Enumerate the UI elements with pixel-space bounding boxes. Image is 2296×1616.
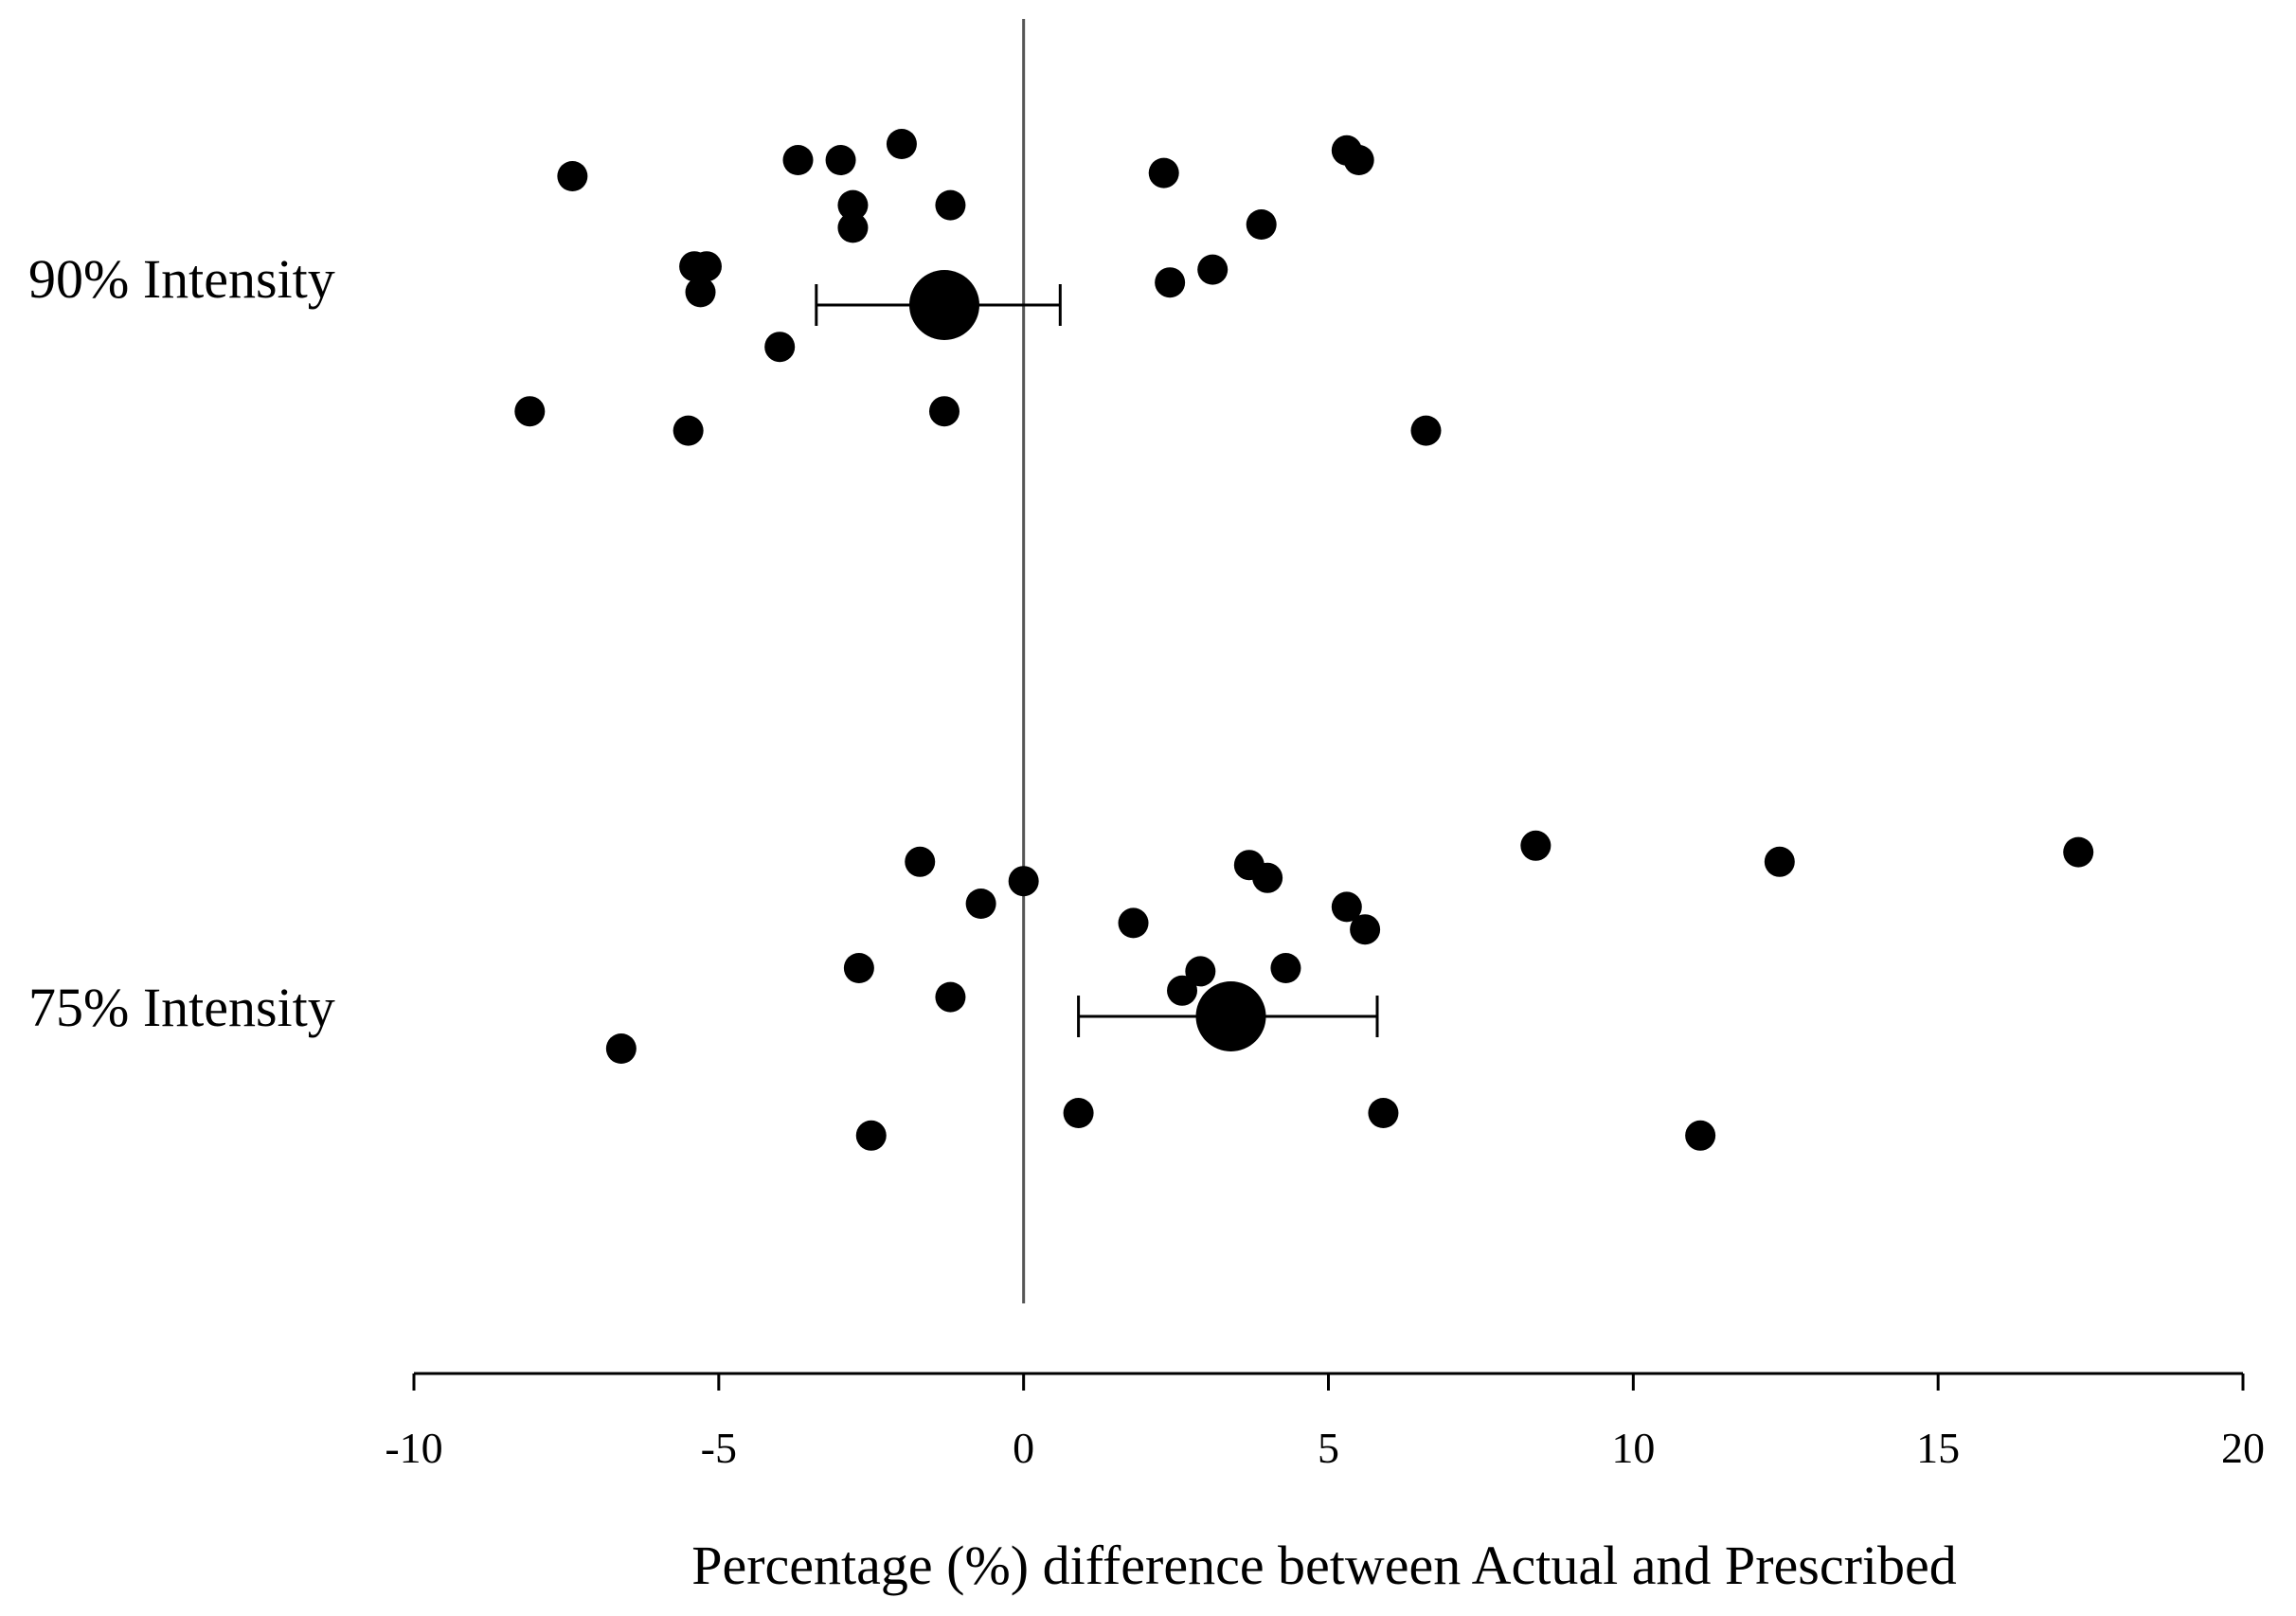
data-point [837, 212, 869, 243]
x-tick-label: 0 [1013, 1424, 1034, 1472]
series-intensity-90 [514, 129, 1442, 446]
x-tick-label: -10 [385, 1424, 442, 1472]
data-point [1252, 862, 1283, 893]
data-point [782, 145, 814, 175]
data-point [825, 145, 856, 175]
data-point [1155, 267, 1186, 298]
category-label: 90% Intensity [28, 248, 335, 310]
data-point [1008, 866, 1039, 897]
data-point [1063, 1098, 1094, 1128]
plot-area [514, 19, 2094, 1303]
data-point [673, 415, 704, 446]
data-point [1685, 1120, 1716, 1151]
data-point [928, 396, 960, 427]
mean-marker [908, 270, 979, 340]
x-tick-label: 10 [1611, 1424, 1655, 1472]
data-point [837, 189, 869, 221]
x-tick-label: 15 [1916, 1424, 1960, 1472]
x-tick-label: 5 [1318, 1424, 1339, 1472]
data-point [855, 1120, 887, 1151]
data-point [1118, 907, 1149, 939]
data-point [886, 129, 917, 159]
category-labels: 90% Intensity 75% Intensity [28, 248, 335, 1038]
data-point [1343, 145, 1374, 175]
x-tick-label: -5 [701, 1424, 737, 1472]
data-point [1270, 953, 1301, 983]
category-label: 75% Intensity [28, 977, 335, 1038]
data-point [1520, 830, 1552, 861]
mean-marker [1195, 981, 1266, 1051]
data-point [965, 889, 996, 919]
data-point [1764, 846, 1795, 877]
data-point [691, 251, 722, 282]
data-point [1167, 975, 1198, 1006]
x-axis-title: Percentage (%) difference between Actual… [691, 1535, 1957, 1596]
data-point [1148, 157, 1179, 189]
data-point [1368, 1098, 1399, 1128]
data-point [905, 846, 936, 877]
data-point [1410, 415, 1442, 446]
series-intensity-75 [605, 830, 2094, 1151]
data-point [764, 332, 796, 363]
data-point [685, 277, 716, 308]
data-point [1350, 914, 1381, 945]
data-point [557, 161, 588, 191]
x-axis: -10 -5 0 5 10 15 20 [385, 1372, 2265, 1472]
x-tick-label: 20 [2221, 1424, 2265, 1472]
data-point [2063, 836, 2094, 868]
data-point [843, 953, 874, 983]
data-point [935, 189, 966, 221]
data-point [1331, 891, 1362, 923]
data-point [1246, 209, 1277, 240]
data-point [935, 981, 966, 1013]
data-point [1197, 254, 1229, 285]
data-point [1185, 956, 1216, 987]
data-point [514, 396, 546, 427]
data-point [605, 1033, 637, 1064]
